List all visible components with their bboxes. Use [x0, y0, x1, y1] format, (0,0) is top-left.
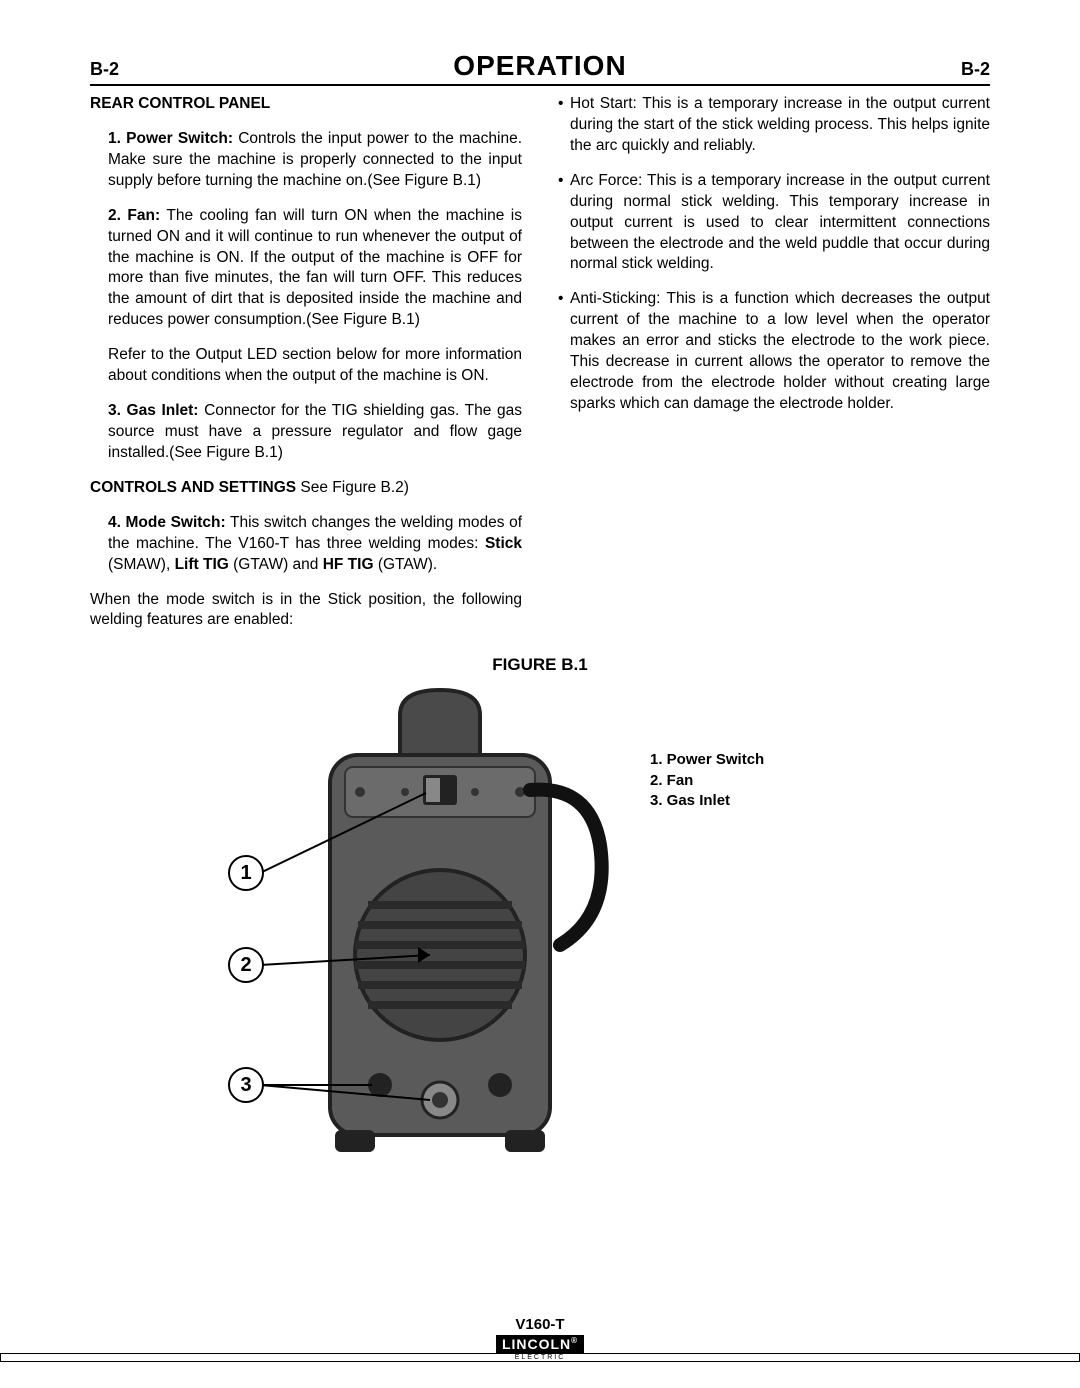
logo-sub: ELECTRIC — [0, 1353, 1080, 1362]
page-number-right: B-2 — [961, 59, 990, 80]
figure-title: FIGURE B.1 — [90, 655, 990, 675]
item4-b1t: (SMAW), — [108, 556, 175, 573]
lincoln-logo-icon: LINCOLN® — [496, 1335, 584, 1353]
page-title: OPERATION — [453, 50, 626, 82]
bullet-anti-sticking: • Anti-Sticking: This is a function whic… — [558, 289, 990, 415]
section2-tail: See Figure B.2) — [296, 479, 409, 496]
legend-1: 1. Power Switch — [650, 750, 764, 770]
figure-b1: FIGURE B.1 — [90, 655, 990, 1215]
left-column: REAR CONTROL PANEL 1. Power Switch: Cont… — [90, 94, 522, 645]
bullet1-text: Hot Start: This is a temporary increase … — [570, 94, 990, 157]
figure-legend: 1. Power Switch 2. Fan 3. Gas Inlet — [650, 750, 764, 811]
controls-settings-heading: CONTROLS AND SETTINGS See Figure B.2) — [90, 478, 522, 499]
item-power-switch: 1. Power Switch: Controls the input powe… — [90, 129, 522, 192]
bullet-dot-icon: • — [558, 94, 570, 157]
device-illustration-icon — [230, 675, 630, 1195]
bullet3-text: Anti-Sticking: This is a function which … — [570, 289, 990, 415]
mode-note: When the mode switch is in the Stick pos… — [90, 590, 522, 632]
bullet-dot-icon: • — [558, 171, 570, 276]
bullet2-text: Arc Force: This is a temporary increase … — [570, 171, 990, 276]
content-columns: REAR CONTROL PANEL 1. Power Switch: Cont… — [90, 94, 990, 645]
logo-main: LINCOLN — [502, 1336, 571, 1352]
page-footer: V160-T LINCOLN® ELECTRIC — [0, 1316, 1080, 1362]
bullet-arc-force: • Arc Force: This is a temporary increas… — [558, 171, 990, 276]
item4-b2: Lift TIG — [175, 556, 229, 573]
legend-2: 2. Fan — [650, 771, 764, 791]
legend-3: 3. Gas Inlet — [650, 791, 764, 811]
item2-head: 2. Fan: — [108, 207, 160, 224]
rear-panel-heading: REAR CONTROL PANEL — [90, 94, 522, 115]
right-column: • Hot Start: This is a temporary increas… — [558, 94, 990, 645]
manual-page: B-2 OPERATION B-2 REAR CONTROL PANEL 1. … — [0, 0, 1080, 1245]
item4-b2t: (GTAW) and — [229, 556, 323, 573]
item4-b3t: (GTAW). — [374, 556, 438, 573]
item-mode-switch: 4. Mode Switch: This switch changes the … — [90, 513, 522, 576]
item-fan: 2. Fan: The cooling fan will turn ON whe… — [90, 206, 522, 332]
item4-b1: Stick — [485, 535, 522, 552]
bullet-dot-icon: • — [558, 289, 570, 415]
page-number-left: B-2 — [90, 59, 119, 80]
item2-body: The cooling fan will turn ON when the ma… — [108, 207, 522, 329]
item4-head: 4. Mode Switch: — [108, 514, 226, 531]
item3-head: 3. Gas Inlet: — [108, 402, 198, 419]
item2-note: Refer to the Output LED section below fo… — [90, 345, 522, 387]
item-gas-inlet: 3. Gas Inlet: Connector for the TIG shie… — [90, 401, 522, 464]
item4-b3: HF TIG — [323, 556, 374, 573]
bullet-hot-start: • Hot Start: This is a temporary increas… — [558, 94, 990, 157]
model-name: V160-T — [0, 1316, 1080, 1333]
section2-head: CONTROLS AND SETTINGS — [90, 479, 296, 496]
page-header: B-2 OPERATION B-2 — [90, 50, 990, 86]
item1-head: 1. Power Switch: — [108, 130, 233, 147]
